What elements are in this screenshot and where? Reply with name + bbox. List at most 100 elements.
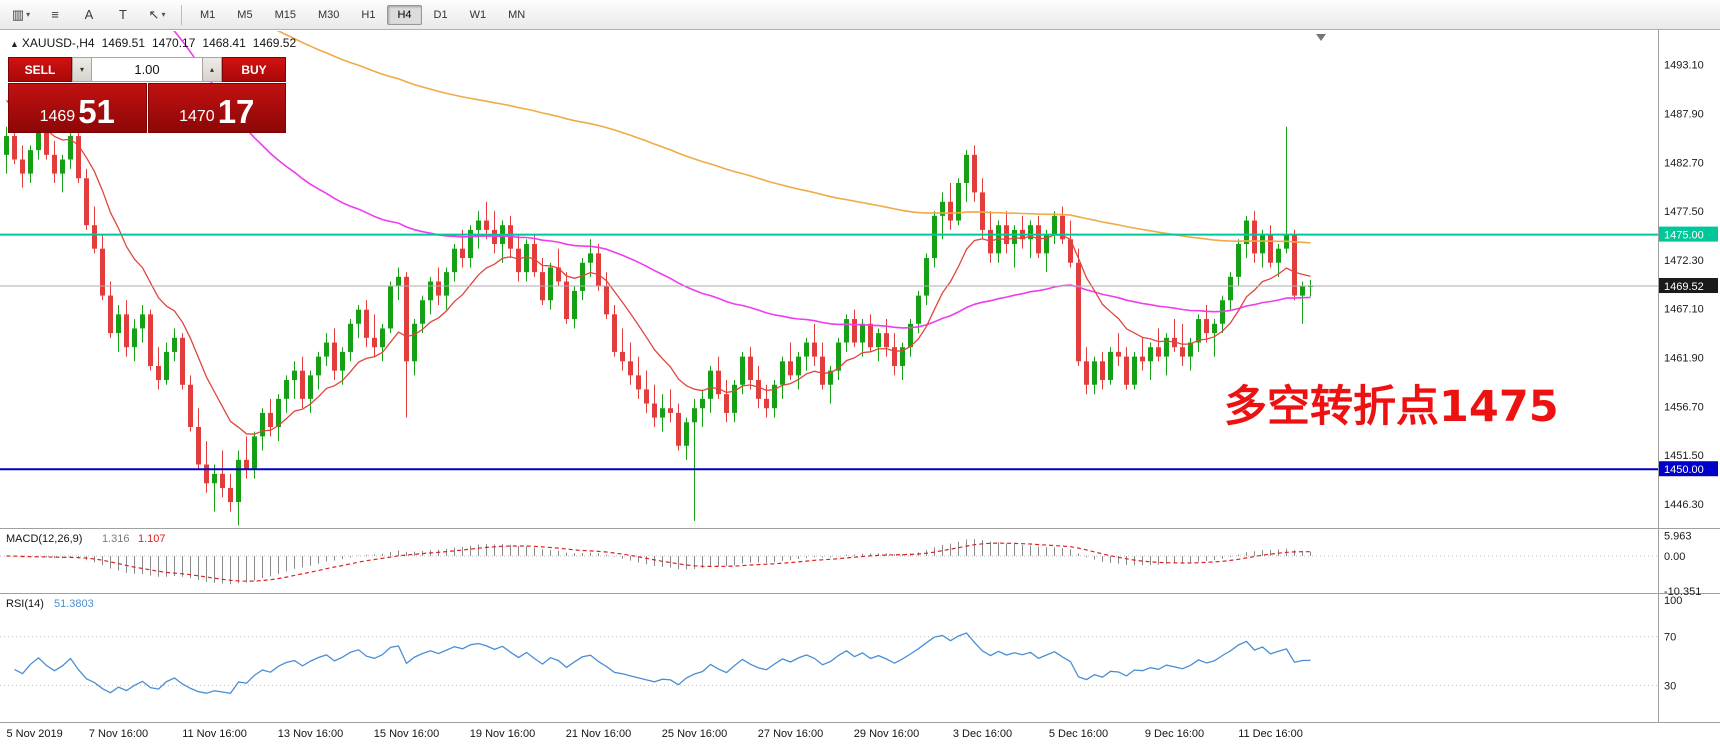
candle-body [284,380,289,399]
price-axis-label: 1477.50 [1664,206,1704,218]
candle-body [716,370,721,395]
candle-body [1012,229,1017,244]
candle-body [1180,347,1185,357]
candle-body [404,276,409,362]
bid-price-tag: 1469.52 [1664,281,1704,293]
candle-body [52,154,57,174]
candle-body [1124,356,1129,385]
timeframe-h1[interactable]: H1 [361,8,376,21]
toolbar: ▥ ▾ ≡ A T ↖ ▾ M1 M5 M15 M30 H1 H4 D1 W1 MN [0,0,1720,30]
timeframe-h4[interactable]: H4 [387,4,422,25]
candle-body [268,412,273,427]
candle-body [164,351,169,381]
lot-decrease-button[interactable]: ▾ [72,57,92,82]
candle-body [1204,319,1209,334]
candle-body [812,342,817,357]
chart-text-annotation[interactable]: 多空转折点1475 [1224,382,1559,432]
candle-body [372,337,377,348]
candle-body [156,365,161,381]
ohlc-open: 1469.51 [101,36,145,50]
candle-body [580,262,585,291]
timeframe-m30[interactable]: M30 [317,8,340,21]
ohlc-high: 1470.17 [152,36,196,50]
slow-ma-line[interactable] [7,0,1311,244]
candle-body [148,314,153,366]
timeframe-mn[interactable]: MN [508,8,526,21]
candle-body [764,398,769,409]
candle-body [900,347,905,366]
candle-body [204,464,209,484]
toolbar-separator [181,4,182,25]
symbol-collapse-icon[interactable]: ▲ [10,39,19,49]
timeframe-d1[interactable]: D1 [433,8,448,21]
candle-body [516,248,521,273]
drawing-tools-icon[interactable]: ↖ ▾ [148,6,166,22]
candle-body [564,281,569,320]
candle-body [180,337,185,385]
time-axis-label: 5 Nov 2019 [7,728,63,740]
macd-signal-value: 1.107 [138,533,166,545]
lot-size-input[interactable] [92,57,202,82]
buy-button[interactable]: BUY [222,57,286,82]
timeframe-m15[interactable]: M15 [274,8,296,21]
candle-body [1244,220,1249,244]
chart-shift-marker-icon[interactable] [1316,34,1326,41]
time-axis-label: 27 Nov 16:00 [758,728,823,740]
fast-ma-line[interactable] [6,99,1311,435]
candle-body [364,309,369,338]
candle-body [124,314,129,348]
candle-body [460,248,465,259]
price-axis-label: 1467.10 [1664,304,1704,316]
candle-body [412,323,417,362]
candle-body [652,403,657,418]
candle-body [660,408,665,418]
timeframe-w1[interactable]: W1 [469,8,487,21]
candle-body [828,370,833,385]
text-label-icon[interactable]: A [84,7,94,22]
candle-body [748,356,753,381]
timeframe-m5[interactable]: M5 [237,8,253,21]
candle-body [92,225,97,249]
toolbar-tools: ▥ ▾ ≡ A T ↖ ▾ [4,2,174,28]
candle-body [1300,286,1305,296]
indicator-list-icon[interactable]: ≡ [51,7,59,22]
candle-body [1252,220,1257,254]
dropdown-caret-icon: ▾ [26,10,31,19]
candle-body [108,295,113,334]
rsi-indicator-label: RSI(14) [6,598,44,610]
candle-body [844,319,849,343]
candle-body [1068,239,1073,263]
chart-type-icon[interactable]: ▥ ▾ [11,6,31,22]
toolbar-timeframes: M1 M5 M15 M30 H1 H4 D1 W1 MN [189,4,536,25]
candle-body [348,323,353,352]
candle-body [212,473,217,484]
candle-body [740,356,745,385]
timeframe-m1[interactable]: M1 [200,8,216,21]
candle-body [956,182,961,221]
candle-body [924,258,929,296]
candle-body [84,178,89,226]
lot-increase-button[interactable]: ▴ [202,57,222,82]
candle-body [236,459,241,503]
sell-button[interactable]: SELL [8,57,72,82]
candle-body [836,342,841,371]
ohlc-low: 1468.41 [202,36,246,50]
bid-price-tag-bg [1659,278,1718,294]
candle-body [356,309,361,324]
sell-price-display[interactable]: 1469 51 [8,83,147,133]
time-axis-label: 13 Nov 16:00 [278,728,343,740]
sell-price-main: 1469 [39,108,76,125]
candle-body [612,314,617,352]
support-line-price-tag-bg [1659,461,1718,477]
text-box-icon[interactable]: T [119,7,127,22]
candle-body [644,389,649,404]
candle-body [788,361,793,376]
candle-body [436,281,441,296]
candle-body [116,314,121,334]
ohlc-close: 1469.52 [252,36,297,50]
macd-axis-label: 0.00 [1664,551,1685,563]
candle-body [556,267,561,282]
buy-price-display[interactable]: 1470 17 [147,83,286,133]
